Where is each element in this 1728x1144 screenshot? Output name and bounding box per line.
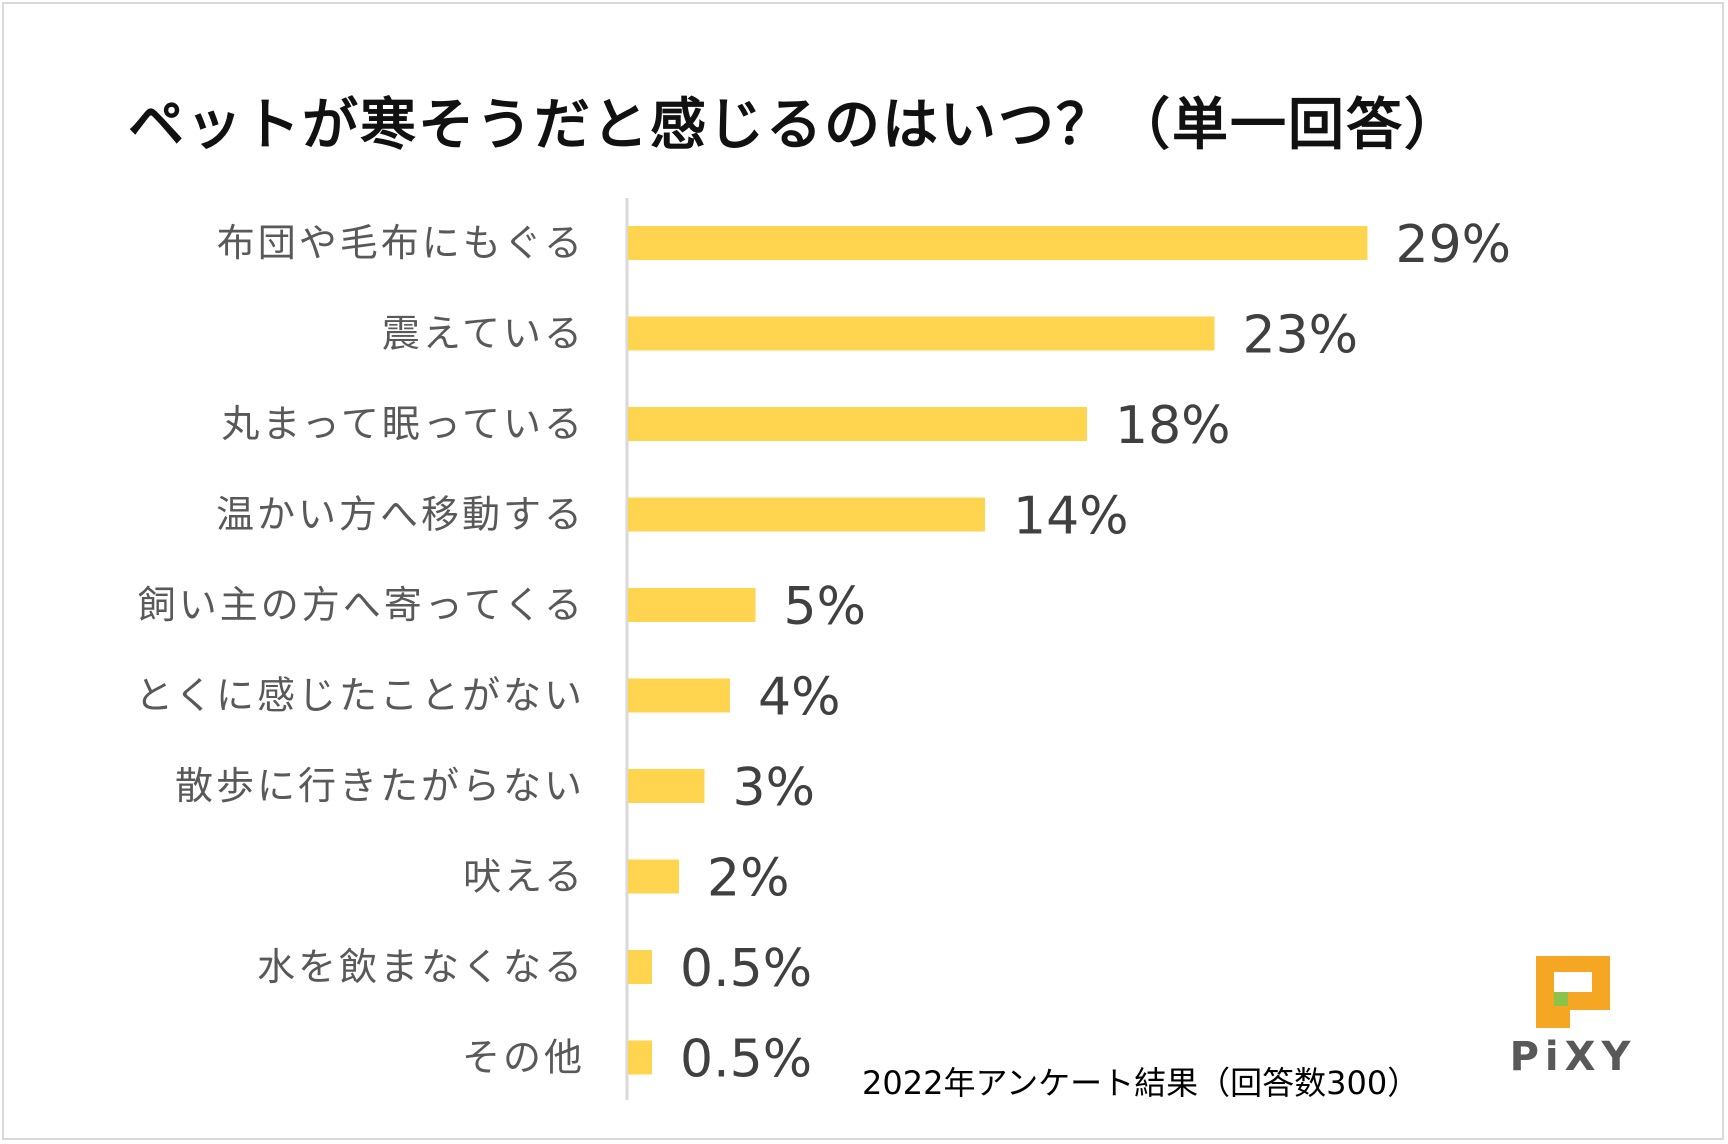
bar-2 (628, 407, 1087, 441)
value-label: 29% (1396, 215, 1512, 275)
category-label: 水を飲まなくなる (257, 945, 585, 989)
pixy-logo: PiXY (1508, 952, 1638, 1082)
value-label: 14% (1013, 487, 1129, 547)
value-label: 18% (1115, 396, 1231, 456)
value-label: 4% (758, 668, 841, 728)
bars-group: 布団や毛布にもぐる 29% 震えている 23% 丸まって眠っている 18% 温かい方へ移動す… (135, 215, 1511, 1090)
bar-8 (628, 950, 652, 984)
footnote: 2022年アンケート結果（回答数300） (862, 1064, 1420, 1102)
value-label: 3% (733, 758, 816, 818)
bar-3 (628, 497, 985, 532)
bar-1 (628, 316, 1215, 351)
category-label: 布団や毛布にもぐる (217, 221, 585, 265)
category-label: 温かい方へ移動する (216, 493, 585, 537)
category-label: 散歩に行きたがらない (175, 764, 585, 808)
logo-mark-icon (1536, 956, 1610, 1028)
category-label: 丸まって眠っている (221, 402, 585, 446)
category-label: 吠える (463, 855, 585, 899)
bar-6 (628, 769, 705, 803)
bar-5 (628, 678, 730, 713)
bar-7 (628, 859, 679, 894)
category-label: 飼い主の方へ寄ってくる (138, 583, 585, 627)
category-label: その他 (462, 1036, 585, 1080)
chart-title: ペットが寒そうだと感じるのはいつ？（単一回答） (128, 93, 1462, 158)
value-label: 0.5% (680, 939, 812, 999)
value-label: 2% (707, 849, 790, 909)
bar-4 (628, 588, 756, 622)
bar-9 (628, 1040, 652, 1075)
bar-0 (628, 226, 1368, 260)
value-label: 5% (784, 577, 867, 637)
category-label: とくに感じたことがない (135, 674, 585, 718)
value-label: 23% (1243, 306, 1359, 366)
category-label: 震えている (382, 312, 585, 356)
value-label: 0.5% (680, 1030, 812, 1090)
logo-text: PiXY (1509, 1034, 1637, 1080)
